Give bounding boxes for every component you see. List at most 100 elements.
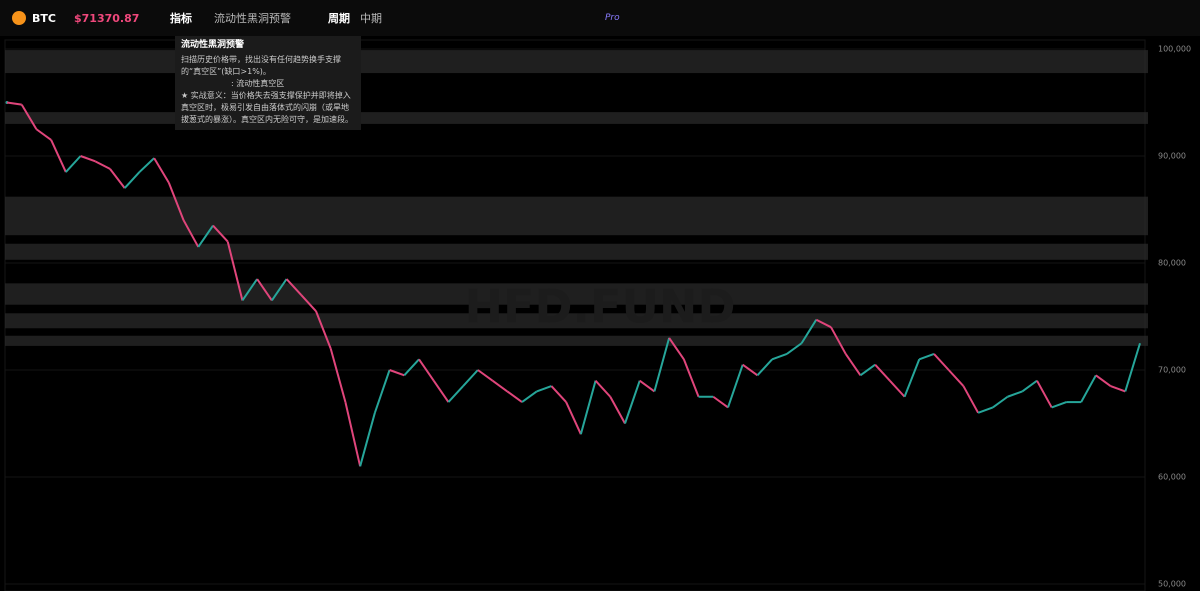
price-segment bbox=[889, 380, 906, 398]
price-segment bbox=[241, 278, 258, 302]
price-segment bbox=[1051, 401, 1067, 409]
price-segment bbox=[477, 369, 494, 382]
period-label[interactable]: 周期 bbox=[328, 12, 350, 25]
vacuum-zone bbox=[5, 112, 1148, 124]
price-segment bbox=[329, 348, 347, 403]
price-segment bbox=[389, 369, 405, 377]
price-segment bbox=[285, 278, 303, 296]
price-segment bbox=[947, 369, 965, 387]
price-segment bbox=[182, 219, 200, 248]
price-segment bbox=[432, 380, 450, 403]
price-segment bbox=[962, 385, 980, 414]
price-segment bbox=[212, 224, 229, 243]
price-segment bbox=[727, 364, 744, 408]
price-segment bbox=[80, 155, 96, 163]
price-segment bbox=[771, 353, 788, 361]
price-segment bbox=[742, 363, 759, 377]
price-segment bbox=[639, 379, 656, 393]
pro-badge[interactable]: Pro bbox=[605, 13, 620, 23]
tooltip-legend: : 流动性真空区 bbox=[231, 79, 285, 88]
price-segment bbox=[815, 318, 832, 329]
price-segment bbox=[35, 128, 52, 141]
price-segment bbox=[94, 160, 111, 170]
price-segment bbox=[256, 278, 273, 302]
price-segment bbox=[462, 369, 479, 387]
price-segment bbox=[918, 353, 935, 361]
price-segment bbox=[403, 358, 420, 377]
price-segment bbox=[300, 294, 317, 312]
price: $71370.87 bbox=[74, 11, 140, 25]
price-segment bbox=[594, 380, 612, 398]
price-segment bbox=[1095, 374, 1112, 387]
price-segment bbox=[756, 358, 773, 377]
price-segment bbox=[506, 390, 523, 403]
y-tick-label: 50,000 bbox=[1158, 580, 1186, 589]
price-segment bbox=[786, 342, 803, 355]
price-segment bbox=[197, 224, 214, 248]
price-segment bbox=[50, 139, 67, 173]
btc-icon bbox=[12, 11, 26, 25]
tooltip: 流动性黑洞预警 扫描历史价格带，找出没有任何趋势换手支撑的“真空区”(缺口>1%… bbox=[175, 36, 361, 130]
price-segment bbox=[167, 182, 185, 221]
price-segment bbox=[682, 358, 700, 398]
vacuum-zone bbox=[5, 196, 1148, 236]
y-tick-label: 90,000 bbox=[1158, 152, 1186, 161]
price-segment bbox=[550, 385, 567, 403]
price-segment bbox=[859, 363, 876, 377]
price-segment bbox=[359, 412, 376, 467]
vacuum-zone bbox=[5, 335, 1148, 346]
price-segment bbox=[6, 101, 22, 106]
price-segment bbox=[1036, 380, 1053, 408]
y-tick-label: 100,000 bbox=[1158, 45, 1191, 54]
price-segment bbox=[830, 326, 847, 355]
header: BTC $71370.87 指标 流动性黑洞预警 周期 中期 Pro bbox=[0, 0, 1200, 36]
price-segment bbox=[1110, 385, 1126, 393]
price-segment bbox=[447, 385, 464, 403]
watermark: HFD.FUND bbox=[464, 280, 735, 334]
price-segment bbox=[344, 401, 362, 467]
price-segment bbox=[65, 155, 82, 173]
price-segment bbox=[977, 406, 994, 414]
price-segment bbox=[992, 395, 1009, 409]
symbol[interactable]: BTC bbox=[32, 11, 56, 25]
price-segment bbox=[653, 337, 671, 392]
price-segment bbox=[536, 385, 552, 393]
indicator-label[interactable]: 指标 bbox=[170, 12, 192, 25]
price-segment bbox=[418, 358, 435, 382]
price-segment bbox=[1124, 342, 1141, 392]
price-segment bbox=[315, 310, 332, 349]
y-tick-label: 60,000 bbox=[1158, 473, 1186, 482]
price-segment bbox=[933, 353, 950, 371]
price-segment bbox=[668, 337, 685, 360]
price-segment bbox=[800, 319, 818, 344]
price-segment bbox=[1080, 374, 1097, 403]
tooltip-desc: 扫描历史价格带，找出没有任何趋势换手支撑的“真空区”(缺口>1%)。 bbox=[181, 55, 341, 76]
y-tick-label: 70,000 bbox=[1158, 366, 1186, 375]
period-select[interactable]: 中期 bbox=[360, 12, 382, 25]
price-segment bbox=[624, 380, 641, 424]
vacuum-zone bbox=[5, 283, 1148, 305]
price-segment bbox=[153, 157, 170, 184]
price-segment bbox=[138, 157, 155, 173]
price-segment bbox=[1021, 379, 1038, 393]
indicator-select[interactable]: 流动性黑洞预警 bbox=[214, 12, 291, 25]
price-segment bbox=[609, 396, 626, 424]
price-segment bbox=[565, 401, 582, 435]
vacuum-zone bbox=[5, 313, 1148, 329]
price-segment bbox=[491, 379, 508, 393]
tooltip-meaning: ★ 实战意义：当价格失去强支撑保护并即将掉入真空区时，极易引发自由落体式的闪崩（… bbox=[181, 91, 353, 124]
tooltip-title: 流动性黑洞预警 bbox=[181, 40, 245, 50]
y-tick-label: 80,000 bbox=[1158, 259, 1186, 268]
price-segment bbox=[109, 168, 126, 189]
price-segment bbox=[226, 241, 244, 301]
price-segment bbox=[874, 363, 891, 382]
price-segment bbox=[844, 353, 862, 376]
price-segment bbox=[521, 390, 538, 403]
vacuum-zone bbox=[5, 243, 1148, 260]
price-segment bbox=[903, 358, 921, 398]
price-segment bbox=[123, 171, 141, 189]
price-segment bbox=[373, 369, 391, 414]
price-segment bbox=[712, 395, 729, 409]
price-segment bbox=[271, 278, 288, 302]
